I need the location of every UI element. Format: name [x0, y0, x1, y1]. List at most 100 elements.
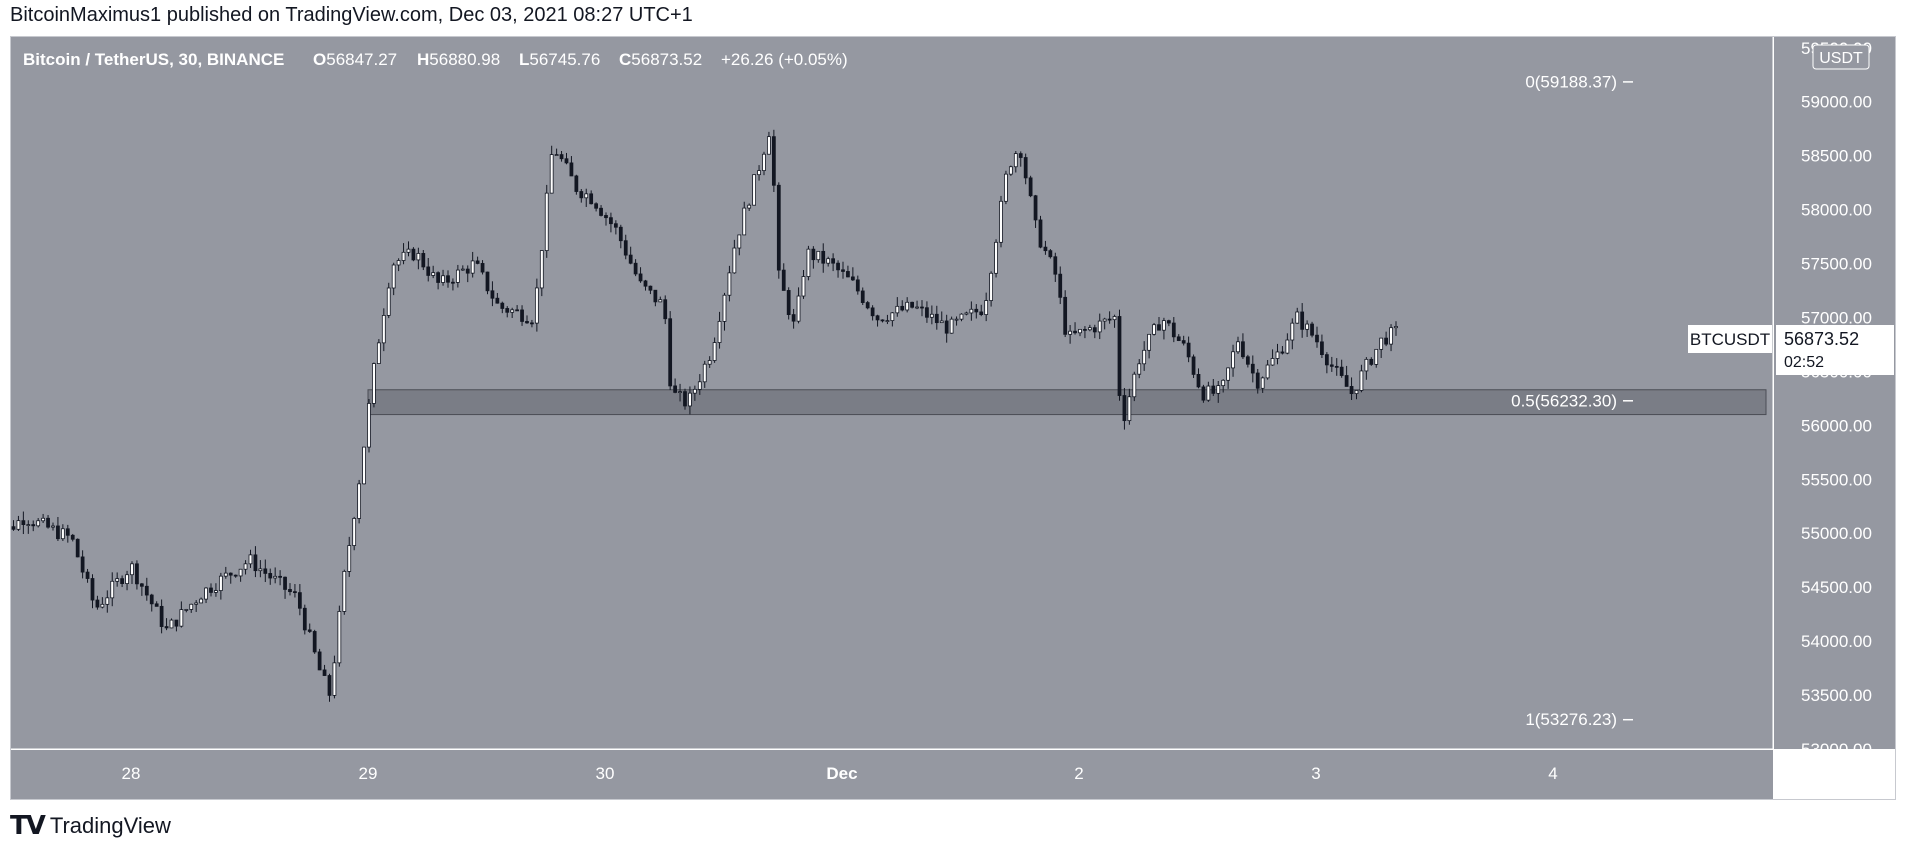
candle-body — [135, 563, 139, 585]
price-chart[interactable]: 0(59188.37)0.5(56232.30)1(53276.23) 5300… — [11, 37, 1895, 799]
candle-body — [796, 295, 801, 322]
candle-body — [253, 554, 258, 572]
candle-body — [831, 258, 835, 264]
candle-body — [717, 320, 722, 343]
candle-body — [376, 342, 381, 364]
candle-body — [465, 268, 470, 274]
candle-body — [1369, 358, 1374, 365]
support-zone[interactable] — [367, 389, 1767, 416]
candle-body — [327, 675, 332, 696]
candle-body — [549, 154, 554, 194]
candle-body — [1181, 340, 1186, 344]
price-tick-label: 58000.00 — [1801, 201, 1872, 220]
candle-body — [633, 262, 638, 275]
candle-body — [110, 580, 115, 599]
open-number: 56847.27 — [326, 50, 397, 69]
candle-body — [51, 525, 55, 528]
candle-body — [1166, 320, 1171, 324]
candle-body — [559, 154, 564, 160]
candle-body — [1043, 246, 1048, 252]
candle-body — [223, 572, 228, 577]
candle-body — [1290, 322, 1295, 341]
candle-body — [579, 191, 584, 199]
price-tick-label: 54500.00 — [1801, 578, 1872, 597]
candle-body — [1260, 377, 1265, 389]
candle-body — [115, 578, 120, 582]
candle-body — [678, 391, 682, 394]
candle-body — [1127, 396, 1132, 422]
candle-body — [1028, 177, 1033, 197]
candle-body — [421, 253, 426, 268]
candle-body — [302, 607, 307, 631]
candle-body — [801, 276, 806, 297]
candle-body — [278, 575, 282, 578]
candle-body — [1176, 336, 1181, 341]
candle-body — [554, 154, 559, 156]
candle-body — [628, 254, 633, 264]
footer-brand[interactable]: TradingView — [49, 813, 171, 838]
candle-body — [752, 174, 756, 206]
candle-body — [860, 290, 865, 303]
candle-body — [776, 184, 781, 271]
candle-body — [1285, 339, 1290, 354]
candle-body — [90, 578, 95, 601]
candle-body — [683, 391, 687, 407]
candle-body — [870, 307, 875, 317]
currency-button[interactable]: USDT — [1812, 44, 1870, 70]
price-axis-bg — [1774, 37, 1895, 749]
price-tick-label: 54000.00 — [1801, 632, 1872, 651]
candle-body — [791, 314, 796, 322]
candle-body — [989, 272, 993, 301]
candle-body — [668, 318, 673, 387]
chart-frame[interactable]: 0(59188.37) 0.5(56232.30) 1(53276.23) 5300… — [10, 36, 1896, 800]
candle-body — [613, 223, 618, 228]
candle-body — [317, 651, 322, 671]
low-prefix: L — [519, 50, 529, 69]
price-tag-countdown: 02:52 — [1784, 354, 1824, 371]
candle-body — [490, 290, 495, 299]
candle-body — [1221, 379, 1226, 387]
candle-body — [347, 545, 352, 572]
candle-body — [1004, 173, 1008, 202]
price-tick-label: 53500.00 — [1801, 686, 1872, 705]
candle-body — [337, 611, 342, 664]
candle-body — [969, 308, 974, 314]
time-axis-ticks: 28 29 30 Dec 2 3 4 5 — [122, 764, 1795, 783]
candle-body — [648, 285, 653, 291]
candle-body — [1231, 351, 1235, 369]
candle-body — [372, 363, 376, 404]
low-number: 56745.76 — [529, 50, 600, 69]
candle-body — [747, 204, 752, 209]
symbol-title: Bitcoin / TetherUS, 30, BINANCE — [23, 50, 284, 69]
candle-body — [727, 272, 732, 296]
candle-body — [367, 403, 371, 448]
candle-body — [1300, 311, 1305, 330]
candle-body — [811, 248, 816, 261]
candle-body — [288, 589, 292, 593]
price-tag: BTCUSDT 56873.52 02:52 — [1688, 325, 1894, 375]
candle-body — [1137, 363, 1142, 375]
candle-body — [658, 299, 663, 303]
candle-body — [1018, 153, 1023, 158]
candle-body — [1196, 374, 1201, 388]
candle-body — [36, 520, 41, 527]
published-header: BitcoinMaximus1 published on TradingView… — [10, 4, 693, 26]
candle-body — [732, 247, 737, 274]
time-tick-label: 5 — [1785, 764, 1794, 783]
price-tick-label: 57000.00 — [1801, 308, 1872, 327]
high-prefix: H — [417, 50, 429, 69]
candle-body — [643, 280, 648, 287]
candle-body — [283, 576, 287, 590]
candle-body — [1236, 341, 1240, 353]
candle-body — [1053, 256, 1058, 275]
time-axis-bg — [11, 750, 1773, 799]
candle-body — [1102, 318, 1107, 322]
candle-body — [362, 446, 366, 485]
candle-body — [1241, 341, 1245, 358]
candle-body — [297, 592, 302, 609]
candle-body — [653, 289, 658, 303]
candle-body — [1073, 330, 1077, 334]
candle-body — [1280, 351, 1285, 354]
candle-body — [248, 554, 253, 565]
candle-body — [56, 525, 60, 540]
